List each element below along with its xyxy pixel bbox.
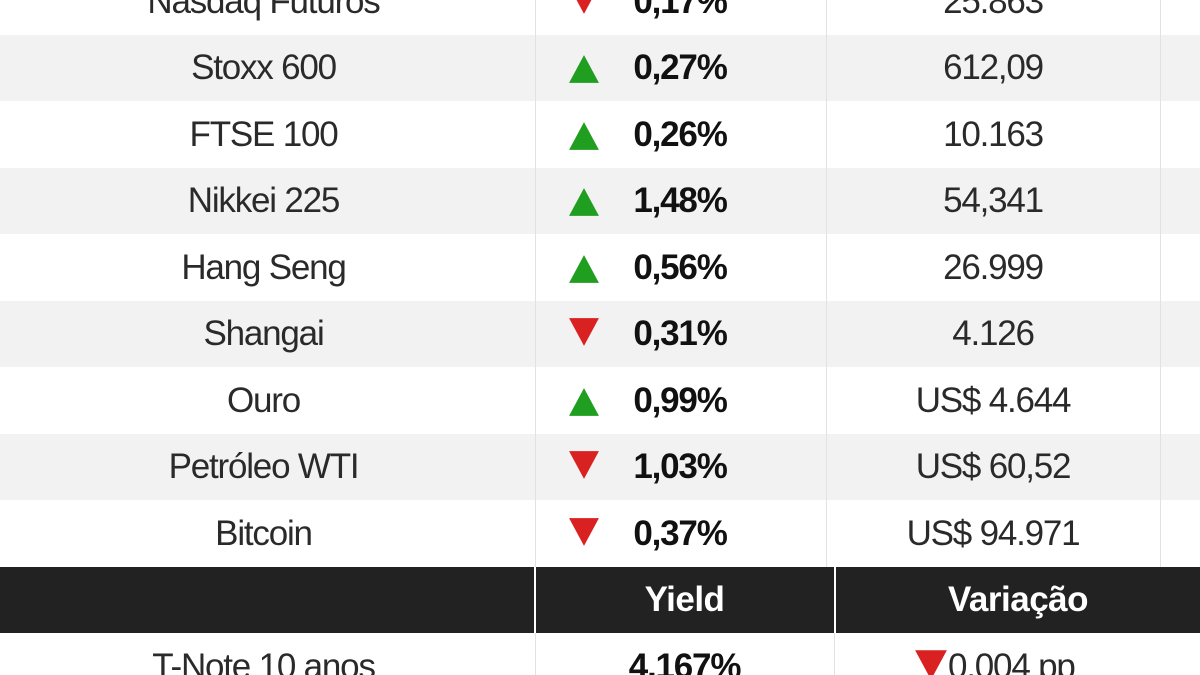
table-row: Shangai 0,31% 4.126: [0, 300, 1200, 368]
column-divider: [534, 566, 536, 634]
change-percent: 0,56%: [633, 247, 727, 287]
arrow-up: [569, 387, 599, 416]
column-divider: [1160, 300, 1161, 368]
change-percent: 0,17%: [633, 0, 727, 21]
header-label: Variação: [948, 580, 1089, 619]
bond-name: T-Note 10 anos: [152, 646, 376, 675]
column-divider: [535, 433, 536, 501]
column-divider: [535, 0, 536, 35]
change-percent: 0,26%: [633, 114, 727, 154]
column-divider: [826, 367, 827, 434]
direction-cell: [566, 101, 602, 168]
table-row: Bitcoin 0,37% US$ 94.971: [0, 500, 1200, 567]
column-divider: [535, 101, 536, 168]
column-divider: [1160, 34, 1161, 102]
arrow-up: [569, 55, 599, 83]
table-row: FTSE 100 0,26% 10.163: [0, 101, 1200, 168]
column-divider: [1160, 101, 1161, 168]
table-row: Stoxx 600 0,27% 612,09: [0, 34, 1200, 102]
column-divider: [1160, 234, 1161, 301]
direction-cell: [566, 234, 602, 301]
column-divider: [826, 300, 827, 368]
column-divider: [834, 566, 836, 634]
table-row: Nasdaq Futuros 0,17% 25.863: [0, 0, 1200, 35]
asset-name: Nikkei 225: [187, 181, 341, 220]
direction-cell: [566, 367, 602, 434]
asset-value: US$ 94.971: [906, 513, 1081, 553]
asset-value: 10.163: [943, 114, 1044, 154]
column-divider: [826, 101, 827, 168]
arrow-down: [569, 318, 599, 346]
column-divider: [834, 633, 835, 675]
asset-value: 25.863: [943, 0, 1044, 21]
column-divider: [826, 234, 827, 301]
direction-cell: [566, 301, 602, 368]
asset-name: Hang Seng: [181, 247, 347, 287]
column-divider: [535, 367, 536, 434]
column-divider: [535, 300, 536, 368]
column-divider: [826, 167, 827, 235]
change-percent: 0,99%: [633, 380, 727, 420]
direction-cell: [566, 35, 602, 102]
header-row: Yield Variação: [0, 566, 1200, 634]
column-divider: [826, 34, 827, 102]
change-percent: 0,37%: [633, 513, 727, 553]
table-row: Hang Seng 0,56% 26.999: [0, 234, 1200, 301]
asset-name: FTSE 100: [189, 114, 339, 154]
column-divider: [535, 500, 536, 567]
column-divider: [826, 433, 827, 501]
change-percent: 1,48%: [633, 181, 727, 220]
arrow-down: [569, 517, 599, 546]
column-divider: [1160, 500, 1161, 567]
column-divider: [826, 500, 827, 567]
column-divider: [1160, 367, 1161, 434]
asset-value: US$ 4.644: [915, 380, 1072, 420]
bond-row: T-Note 10 anos 4,167% 0,004 pp: [0, 633, 1200, 675]
asset-value: US$ 60,52: [915, 447, 1072, 486]
arrow-up: [569, 254, 599, 283]
header-label: Yield: [644, 580, 725, 619]
change-percent: 1,03%: [633, 447, 727, 486]
direction-cell: [566, 168, 602, 235]
change-percent: 0,27%: [633, 48, 727, 87]
arrow-down: [569, 451, 599, 479]
arrow-up: [569, 188, 599, 216]
table-row: Nikkei 225 1,48% 54,341: [0, 167, 1200, 235]
column-divider: [535, 633, 536, 675]
asset-name: Petróleo WTI: [168, 447, 360, 486]
asset-value: 54,341: [943, 181, 1044, 220]
bond-change: 0,004 pp: [948, 646, 1076, 675]
asset-value: 26.999: [943, 247, 1044, 287]
column-divider: [1160, 433, 1161, 501]
bond-yield: 4,167%: [628, 646, 742, 675]
asset-value: 4.126: [952, 314, 1035, 353]
asset-name: Nasdaq Futuros: [147, 0, 380, 21]
change-percent: 0,31%: [633, 314, 727, 353]
column-divider: [535, 167, 536, 235]
asset-name: Bitcoin: [215, 513, 313, 553]
table-row: Ouro 0,99% US$ 4.644: [0, 367, 1200, 434]
column-divider: [1160, 167, 1161, 235]
arrow-down: [576, 0, 592, 14]
asset-name: Stoxx 600: [191, 48, 337, 87]
table-row: Petróleo WTI 1,03% US$ 60,52: [0, 433, 1200, 501]
direction-cell: [566, 500, 602, 567]
arrow-up: [569, 121, 599, 150]
column-divider: [535, 234, 536, 301]
direction-cell: [566, 0, 602, 35]
bond-change-cell: 0,004 pp: [836, 633, 1200, 675]
direction-cell: [566, 434, 602, 501]
arrow-down: [915, 649, 947, 675]
asset-name: Shangai: [203, 314, 324, 353]
asset-value: 612,09: [943, 48, 1044, 87]
column-divider: [826, 0, 827, 35]
column-divider: [535, 34, 536, 102]
asset-name: Ouro: [226, 380, 301, 420]
column-divider: [1160, 0, 1161, 35]
